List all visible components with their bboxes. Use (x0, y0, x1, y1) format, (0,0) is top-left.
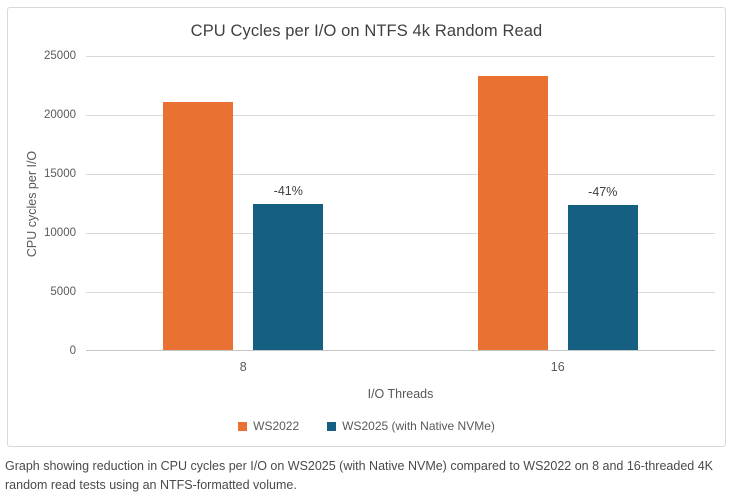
legend: WS2022 WS2025 (with Native NVMe) (8, 419, 725, 433)
gridline (86, 291, 715, 293)
x-axis-tick-labels: 8 16 (86, 360, 715, 376)
y-tick-label: 25000 (44, 50, 76, 62)
bar-value-label: -41% (273, 183, 303, 198)
bar-ws2022-16 (477, 76, 548, 350)
y-tick-label: 5000 (50, 286, 76, 298)
y-axis-tick-labels: 0 5000 10000 15000 20000 25000 (8, 50, 76, 357)
legend-swatch-icon (327, 421, 337, 431)
bar-value-label: -47% (588, 185, 618, 200)
legend-label: WS2025 (with Native NVMe) (342, 419, 495, 433)
legend-swatch-icon (238, 421, 248, 431)
chart-title: CPU Cycles per I/O on NTFS 4k Random Rea… (190, 22, 543, 40)
y-tick-label: 20000 (44, 109, 76, 121)
gridline (86, 173, 715, 175)
legend-item: WS2025 (with Native NVMe) (327, 419, 495, 433)
plot-area: -41% -47% (86, 55, 715, 351)
x-tick-label: 16 (550, 360, 565, 374)
gridline (86, 232, 715, 234)
gridline (86, 114, 715, 116)
figure-caption: Graph showing reduction in CPU cycles pe… (5, 459, 713, 492)
gridline (86, 55, 715, 57)
bar-ws2022-8 (163, 102, 234, 350)
x-tick-label: 8 (239, 360, 247, 374)
y-tick-label: 0 (69, 345, 76, 357)
bar-ws2025-with-native-nvme--8 (253, 203, 324, 350)
y-tick-label: 10000 (44, 227, 76, 239)
y-tick-label: 15000 (44, 168, 76, 180)
x-axis-title: I/O Threads (367, 387, 434, 401)
legend-label: WS2022 (253, 419, 300, 433)
chart-card: CPU Cycles per I/O on NTFS 4k Random Rea… (7, 7, 726, 447)
bar-ws2025-with-native-nvme--16 (567, 205, 638, 350)
legend-item: WS2022 (238, 419, 299, 433)
